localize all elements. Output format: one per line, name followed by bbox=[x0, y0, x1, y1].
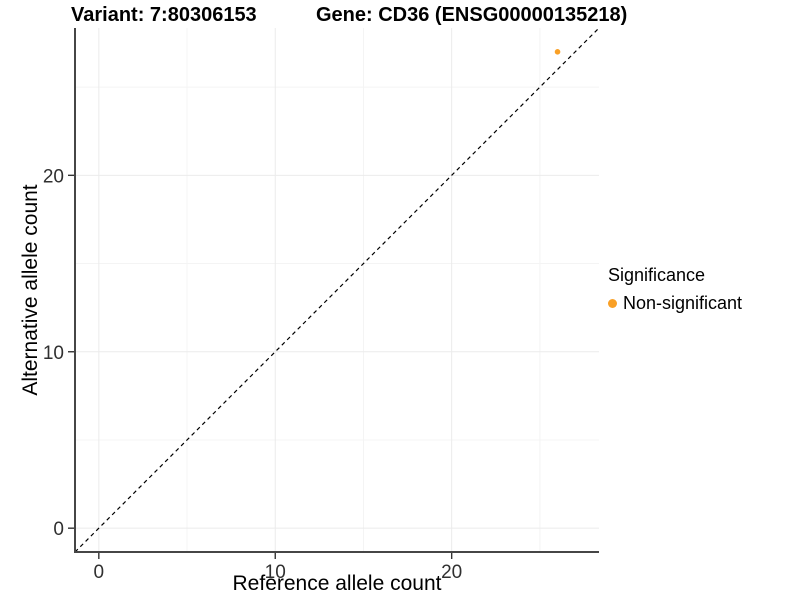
y-tick-label: 10 bbox=[43, 343, 64, 364]
identity-dashed-line bbox=[74, 27, 600, 553]
legend-item-label: Non-significant bbox=[623, 293, 743, 313]
y-axis-title: Alternative allele count bbox=[19, 184, 42, 396]
x-axis-title: Reference allele count bbox=[232, 572, 442, 595]
legend-title: Significance bbox=[608, 265, 706, 285]
data-point bbox=[554, 49, 561, 55]
legend: Significance Non-significant bbox=[608, 265, 742, 314]
x-tick-label: 10 bbox=[265, 562, 286, 583]
y-tick-label: 0 bbox=[53, 519, 64, 540]
x-tick-label: 20 bbox=[441, 562, 462, 583]
x-tick-label: 0 bbox=[94, 562, 105, 583]
gene-title: Gene: CD36 (ENSG00000135218) bbox=[316, 4, 628, 26]
legend-item-non-significant: Non-significant bbox=[608, 293, 742, 314]
variant-title: Variant: 7:80306153 bbox=[71, 4, 257, 26]
legend-point-icon bbox=[608, 299, 617, 308]
y-tick-label: 20 bbox=[43, 166, 64, 187]
